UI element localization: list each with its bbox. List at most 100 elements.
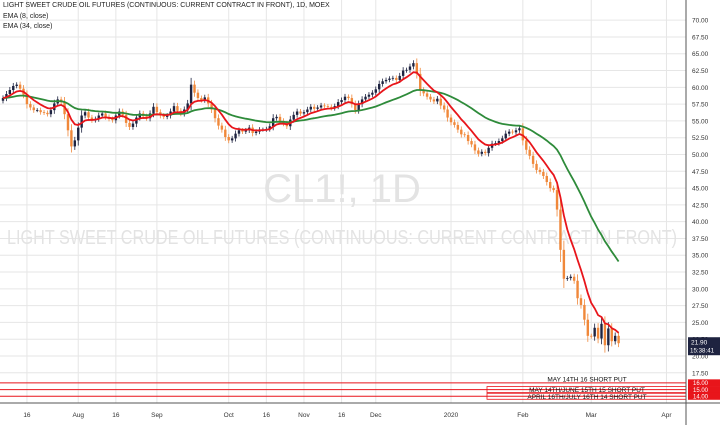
candle-body [176,106,179,111]
candle-body [224,129,227,138]
x-tick-label: Oct [224,412,234,419]
y-tick-label: 57.50 [692,102,709,109]
annotation-text: MAY 14TH/JUNE 15TH 15 SHORT PUT [529,387,645,394]
candle-body [104,113,107,117]
candle-body [42,112,46,113]
candle-body [49,110,53,115]
y-tick-label: 45.00 [692,186,709,193]
x-tick-label: 16 [23,412,31,419]
y-tick-label: 47.50 [692,169,709,176]
candle-body [415,63,419,74]
candle-body [227,137,230,141]
candle-body [15,84,18,86]
candle-body [576,280,579,299]
candle-body [29,104,32,108]
x-tick-label: Feb [517,412,529,419]
annotation-text: MAY 14TH 16 SHORT PUT [547,376,626,383]
y-tick-label: 17.50 [692,370,709,377]
chart-title: LIGHT SWEET CRUDE OIL FUTURES (CONTINUOU… [3,2,330,9]
candle-body [579,298,583,305]
y-tick-label: 50.00 [692,152,709,159]
candle-body [196,92,200,99]
candle-body [46,112,49,115]
candle-body [189,84,193,104]
candle-body [152,106,155,114]
candle-body [162,115,165,117]
candle-body [504,133,507,139]
candle-body [124,114,128,123]
candle-body [302,112,306,114]
candle-body [559,209,562,250]
candle-body [487,147,490,154]
candle-body [330,106,333,109]
candle-body [364,96,367,100]
candle-body [244,130,248,132]
annotation-price-marker [688,379,720,387]
candle-body [607,328,610,346]
candle-body [425,93,429,97]
candle-body [200,98,203,101]
candle-body [484,151,487,154]
candle-body [374,89,377,93]
candle-body [429,96,432,100]
candle-body [36,110,39,111]
candle-body [367,94,371,97]
candle-body [343,96,347,101]
y-tick-label: 32.50 [692,270,709,277]
candle-body [596,327,600,339]
candle-body [213,109,217,119]
legend-ema-fast[interactable]: EMA (8, close) [3,13,49,20]
candle-body [398,75,401,80]
annotation-price-marker [688,386,720,394]
candle-body [422,90,425,94]
candle-body [193,84,196,93]
candle-body [39,110,42,113]
candle-body [155,106,159,113]
candle-body [203,97,206,101]
candle-body [357,104,360,111]
candle-body [613,335,617,342]
candle-body [566,278,569,279]
candle-body [391,77,395,79]
candle-body [347,96,350,99]
annotation-price-label: 16.00 [693,381,709,387]
candle-body [494,143,497,144]
candle-body [542,171,545,176]
candle-body [128,122,131,127]
candle-body [336,102,340,107]
candle-body [590,335,593,337]
candle-body [90,117,94,121]
candle-body [384,79,388,82]
candle-body [535,163,538,170]
y-tick-label: 40.00 [692,219,709,226]
candle-body [395,77,398,80]
y-tick-label: 20.00 [692,353,709,360]
candle-body [419,73,422,91]
candle-body [87,112,90,118]
legend-ema-slow[interactable]: EMA (34, close) [3,23,53,30]
candle-body [501,138,504,142]
candle-body [234,133,237,139]
candle-body [531,155,535,164]
candle-body [480,151,483,154]
y-tick-label: 62.50 [692,68,709,75]
ema-34-line [2,89,620,263]
candle-body [442,105,446,110]
candle-body [610,328,613,342]
candle-body [549,182,552,189]
candle-body [586,319,590,336]
candle-body [354,104,357,111]
candle-body [436,98,439,102]
y-tick-label: 55.00 [692,118,709,125]
candle-body [360,99,364,105]
candle-body [514,130,518,133]
x-tick-label: 16 [112,412,120,419]
candle-body [555,190,559,210]
candle-body [497,141,501,144]
candle-body [593,327,596,337]
candle-body [5,94,8,99]
candle-body [323,105,326,107]
